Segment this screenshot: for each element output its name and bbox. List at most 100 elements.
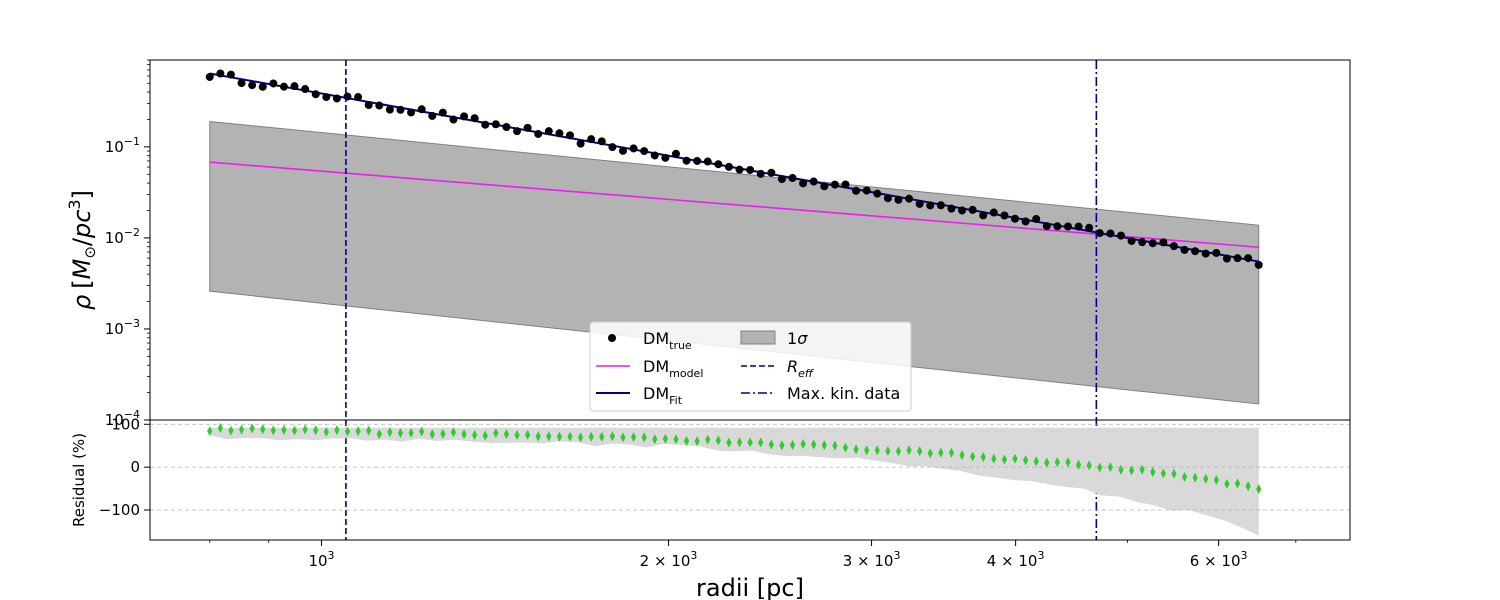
residual-point [1001, 454, 1008, 465]
dm-true-point [1212, 248, 1221, 257]
residual-point [1128, 465, 1135, 476]
residual-point [821, 440, 827, 451]
residual-point [789, 439, 796, 450]
ylab-rho: ρ [68, 295, 96, 310]
dm-true-point [523, 123, 532, 132]
residual-point [864, 445, 870, 456]
legend-sub: Fit [669, 394, 683, 407]
residual-point [450, 427, 457, 438]
residual-point [779, 440, 785, 451]
dm-true-point [947, 204, 956, 213]
residual-point [662, 433, 668, 444]
legend-dm-true-marker [608, 334, 616, 342]
residual-point [482, 430, 488, 441]
x-tick-label: 4 × 103 [987, 549, 1045, 570]
residual-point [217, 422, 223, 433]
y-tick-base: 10 [105, 320, 124, 338]
legend-base: 1 [787, 329, 797, 348]
dm-true-point [597, 137, 606, 146]
dm-true-point [375, 101, 384, 110]
residual-point [1139, 464, 1145, 475]
dm-true-point [1233, 254, 1242, 263]
dm-true-point [1085, 223, 1094, 232]
residual-point [514, 430, 520, 441]
dm-true-point [1159, 238, 1168, 247]
dm-true-point [979, 211, 988, 220]
residual-point [461, 429, 467, 440]
legend-dm-model-label: DMmodel [643, 357, 703, 380]
ylab-slash: / [68, 237, 96, 246]
residual-point [323, 426, 329, 437]
dm-true-point [491, 120, 500, 129]
residual-point [980, 452, 986, 463]
dm-true-point [1000, 211, 1009, 220]
dm-true-point [332, 94, 341, 103]
dm-true-point [343, 92, 352, 101]
legend-sub: model [669, 367, 703, 380]
dm-true-point [820, 182, 829, 191]
residual-point [281, 424, 287, 435]
residual-point [344, 426, 351, 437]
residual-point [419, 426, 425, 437]
residual-point [917, 446, 923, 457]
legend-base: DM [643, 329, 669, 348]
residual-point [832, 440, 838, 451]
dm-true-point [735, 165, 744, 174]
residual-point [238, 424, 245, 435]
dm-true-point [1032, 214, 1041, 223]
x-tick-label: 6 × 103 [1190, 549, 1248, 570]
residual-point [768, 439, 774, 450]
residual-point [715, 435, 721, 446]
dm-true-point [650, 151, 659, 160]
residual-point [683, 436, 690, 447]
dm-true-point [279, 82, 288, 91]
dm-true-point [449, 115, 458, 124]
legend-base: R [787, 357, 798, 376]
dm-true-point [237, 79, 246, 88]
dm-true-point [767, 168, 776, 177]
y-tick-exp: −2 [124, 226, 140, 239]
dm-true-point [311, 90, 320, 99]
residual-point [1054, 457, 1060, 468]
residual-point [895, 446, 902, 457]
ylab-m: M [68, 258, 96, 279]
residual-point [525, 429, 531, 440]
residual-point [1213, 475, 1219, 486]
x-tick-base: 10 [308, 552, 327, 570]
residual-point [503, 429, 510, 440]
dm-true-point [470, 114, 479, 123]
dm-true-point [226, 70, 235, 79]
residual-point [652, 434, 658, 445]
residual-point [694, 436, 700, 447]
dm-true-point [1244, 254, 1253, 263]
dm-true-point [640, 147, 649, 156]
dm-true-point [587, 135, 596, 144]
dm-true-point [407, 108, 416, 117]
residual-point [811, 439, 817, 450]
x-tick-prefix: 4 × [987, 552, 1019, 570]
residual-point [1118, 464, 1124, 475]
residual-point [991, 453, 997, 464]
x-tick-exp: 3 [1037, 549, 1044, 562]
residual-point [1086, 460, 1092, 471]
dm-true-point [1138, 238, 1147, 247]
ylab-bracket-close: ] [68, 190, 96, 199]
dm-true-point [322, 93, 331, 102]
dm-true-point [989, 208, 998, 217]
legend-sub: true [669, 339, 692, 352]
residual-point [1033, 456, 1039, 467]
legend-text: Max. kin. data [787, 384, 900, 403]
dm-true-point [756, 169, 765, 178]
residual-point [397, 427, 404, 438]
residual-point [1234, 478, 1241, 489]
dm-true-point [417, 105, 426, 114]
dm-true-point [555, 129, 564, 138]
sigma-band [209, 120, 1260, 405]
dm-true-point [1095, 229, 1104, 238]
residual-point [567, 431, 573, 442]
x-tick-base: 10 [1018, 552, 1037, 570]
residual-point [1107, 462, 1113, 473]
y-tick-exp: −1 [124, 135, 140, 148]
residual-point [1097, 462, 1103, 473]
x-tick-exp: 3 [328, 549, 335, 562]
